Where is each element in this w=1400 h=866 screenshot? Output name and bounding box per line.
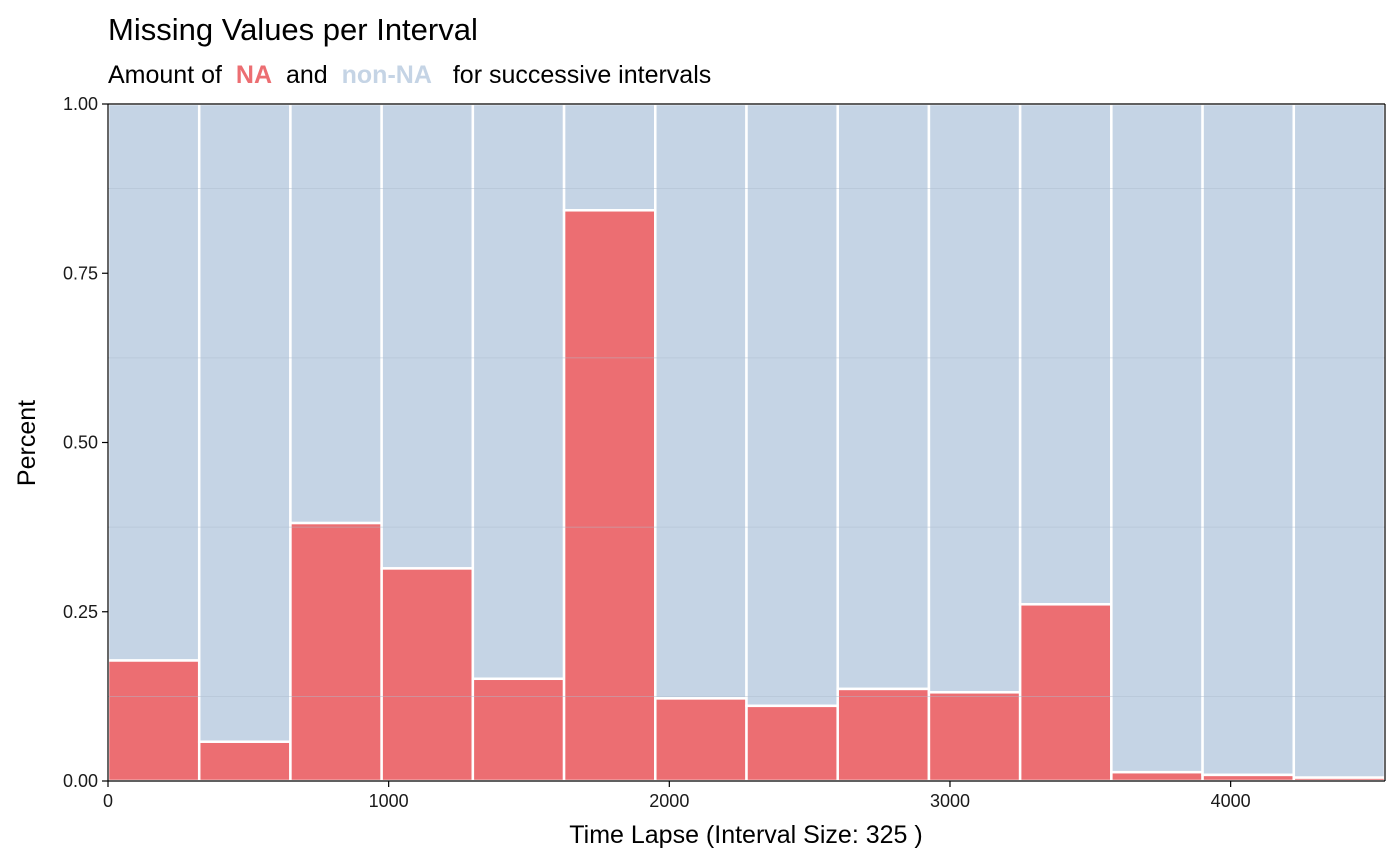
x-axis-title: Time Lapse (Interval Size: 325 ) bbox=[569, 821, 922, 849]
y-axis-title: Percent bbox=[13, 400, 41, 486]
bar-non-na-8 bbox=[836, 102, 931, 691]
bar-non-na-12 bbox=[1201, 102, 1296, 777]
bar-na-4 bbox=[471, 677, 566, 783]
bar-non-na-11 bbox=[1110, 102, 1204, 774]
bar-non-na-1 bbox=[197, 102, 292, 743]
bar-non-na-0 bbox=[106, 102, 201, 662]
bar-non-na-4 bbox=[471, 102, 566, 681]
subtitle-na-label: NA bbox=[236, 61, 272, 89]
x-tick-label-3: 3000 bbox=[930, 791, 970, 811]
bar-non-na-5 bbox=[562, 102, 657, 212]
subtitle-suffix: for successive intervals bbox=[453, 61, 711, 89]
x-tick-label-2: 2000 bbox=[649, 791, 689, 811]
bar-na-6 bbox=[654, 697, 748, 783]
x-tick-label-4: 4000 bbox=[1211, 791, 1251, 811]
bar-non-na-13 bbox=[1292, 102, 1387, 779]
bar-non-na-2 bbox=[289, 102, 383, 525]
bar-na-10 bbox=[1018, 603, 1113, 783]
bar-non-na-10 bbox=[1018, 102, 1113, 606]
bars-group bbox=[106, 102, 1387, 783]
bar-non-na-9 bbox=[927, 102, 1022, 694]
y-tick-label-0: 0.00 bbox=[63, 771, 98, 791]
y-tick-label-4: 1.00 bbox=[63, 94, 98, 114]
bar-na-12 bbox=[1201, 773, 1296, 783]
bar-na-1 bbox=[197, 740, 292, 783]
subtitle-prefix: Amount of bbox=[108, 61, 222, 89]
bar-na-2 bbox=[289, 521, 383, 783]
x-tick-label-0: 0 bbox=[103, 791, 113, 811]
chart-title: Missing Values per Interval bbox=[108, 12, 478, 47]
bar-na-0 bbox=[106, 659, 201, 783]
subtitle-middle: and bbox=[286, 61, 328, 89]
bar-na-8 bbox=[836, 687, 931, 783]
grid-group bbox=[108, 188, 1385, 697]
axes-group: 0.00 0.25 0.50 0.75 1.00 0 1000 2000 3000 4000 bbox=[63, 94, 1386, 811]
subtitle-nonna-label: non-NA bbox=[342, 61, 432, 89]
y-tick-label-2: 0.50 bbox=[63, 433, 98, 453]
bar-non-na-6 bbox=[654, 102, 748, 700]
y-tick-label-1: 0.25 bbox=[63, 602, 98, 622]
bar-non-na-3 bbox=[380, 102, 475, 570]
bar-na-11 bbox=[1110, 770, 1204, 783]
bar-na-9 bbox=[927, 691, 1022, 783]
x-tick-label-1: 1000 bbox=[369, 791, 409, 811]
chart-subtitle: Amount of NA and non-NA for successive i… bbox=[108, 61, 711, 89]
bar-non-na-7 bbox=[745, 102, 839, 708]
y-tick-label-3: 0.75 bbox=[63, 263, 98, 283]
bar-na-7 bbox=[745, 704, 839, 783]
bar-na-5 bbox=[562, 209, 657, 783]
bar-na-3 bbox=[380, 567, 475, 783]
